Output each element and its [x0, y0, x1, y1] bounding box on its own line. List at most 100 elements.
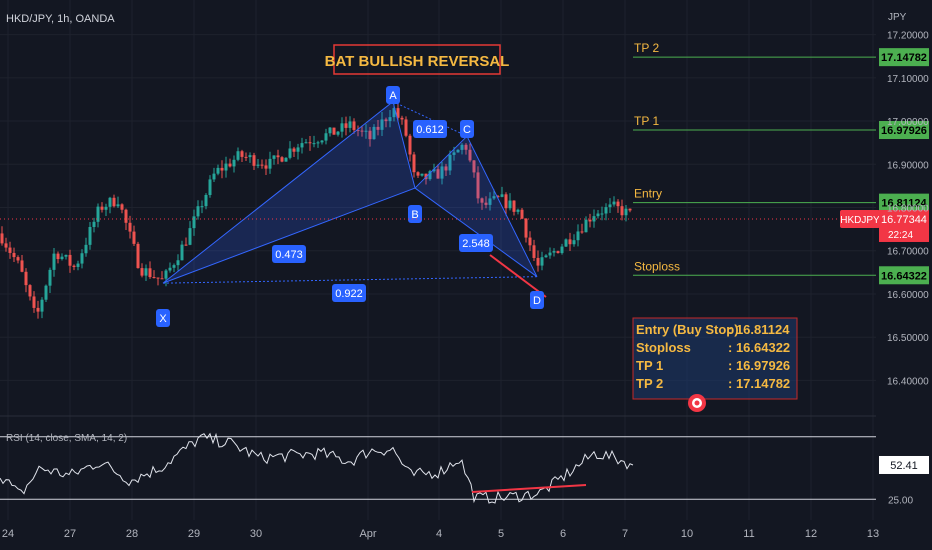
candle-body: [252, 155, 256, 166]
level-name: TP 1: [634, 114, 659, 128]
info-box-frame: [632, 317, 798, 400]
candle-body: [552, 251, 556, 253]
candle-body: [336, 131, 340, 135]
ratio-text: 0.922: [335, 288, 363, 300]
candle-body: [460, 144, 464, 150]
candle-body: [164, 270, 168, 279]
candle-body: [444, 166, 448, 171]
pattern-point-a: A: [386, 86, 400, 104]
pattern-point-c: C: [460, 120, 474, 138]
candle-body: [320, 140, 324, 143]
candle-body: [168, 267, 172, 271]
candle-body: [304, 142, 308, 144]
ratio-label: 0.922: [332, 284, 366, 302]
pattern-ac: [392, 101, 468, 137]
candle-body: [292, 148, 296, 152]
candle-body: [560, 246, 564, 254]
symbol-tag: [840, 209, 880, 228]
candle-body: [276, 155, 280, 158]
candle-body: [108, 197, 112, 207]
candle-body: [216, 167, 220, 174]
candle-body: [52, 253, 56, 270]
pattern-bcd: [414, 135, 538, 278]
level-tag: [879, 121, 929, 140]
current-price-tag: [879, 209, 929, 242]
y-tick-label: 16.90000: [887, 160, 929, 171]
candle-body: [576, 231, 580, 241]
candle-body: [300, 143, 304, 148]
harmonic-pattern: X A B C D 0.612 0.473 2.548 0.922: [156, 86, 547, 327]
rsi-label: RSI (14, close, SMA, 14, 2): [6, 433, 127, 444]
pattern-point-b: B: [408, 205, 422, 223]
candle-body: [132, 231, 136, 244]
candle-body: [388, 117, 392, 122]
candle-body: [620, 206, 624, 216]
point-badge: [530, 291, 544, 309]
rsi-divergence-line: [471, 484, 587, 493]
info-row-label: TP 2: [636, 376, 663, 391]
candle-body: [104, 206, 108, 210]
candle-body: [412, 154, 416, 173]
ratio-text: 0.473: [275, 249, 303, 261]
candle-body: [544, 255, 548, 258]
candle-body: [8, 247, 12, 253]
candle-body: [224, 163, 228, 171]
candle-body: [244, 156, 248, 158]
point-label: X: [159, 313, 167, 325]
candle-body: [624, 208, 628, 216]
ratio-badge: [332, 284, 366, 302]
candle-body: [348, 121, 352, 128]
point-label: B: [411, 209, 418, 221]
candle-body: [520, 209, 524, 219]
y-tick-label: 16.50000: [887, 333, 929, 344]
candle-body: [600, 213, 604, 215]
candle-body: [256, 164, 260, 166]
level-name: Stoploss: [634, 259, 680, 273]
x-tick-label: Apr: [359, 528, 376, 540]
candle-body: [160, 278, 164, 280]
candle-body: [360, 130, 364, 132]
ratio-text: 2.548: [462, 238, 490, 250]
candle-body: [616, 201, 620, 207]
candle-body: [92, 221, 96, 228]
candle-body: [384, 119, 388, 122]
level-value: 16.81124: [881, 198, 927, 210]
candle-body: [400, 117, 404, 120]
candle-body: [316, 142, 320, 144]
candle-body: [592, 216, 596, 222]
candle-body: [432, 169, 436, 172]
candle-body: [120, 204, 124, 210]
level-tp-1: TP 1 16.97926: [633, 114, 929, 140]
candle-body: [140, 268, 144, 276]
candle-body: [264, 165, 268, 169]
candle-body: [312, 143, 316, 145]
x-tick-label: 7: [622, 528, 628, 540]
pattern-point-x: X: [156, 309, 170, 327]
candle-body: [524, 218, 528, 238]
candle-body: [572, 240, 576, 245]
grid: [0, 0, 876, 520]
candle-body: [116, 204, 120, 207]
candle-body: [564, 239, 568, 247]
level-entry: Entry 16.81124: [633, 187, 929, 212]
level-name: TP 2: [634, 41, 659, 55]
candle-body: [428, 171, 432, 180]
ratio-badge: [272, 245, 306, 263]
candle-body: [100, 206, 104, 210]
alert-icon[interactable]: [688, 394, 706, 412]
candle-body: [340, 123, 344, 132]
candle-body: [532, 245, 536, 258]
levels: TP 2 17.14782 TP 1 16.97926 Entry 16.81124 Sto…: [0, 41, 929, 400]
candle-body: [492, 196, 496, 199]
candle-body: [368, 130, 372, 140]
candle-body: [136, 243, 140, 269]
candle-body: [200, 206, 204, 208]
candle-body: [604, 207, 608, 214]
x-tick-label: 29: [188, 528, 200, 540]
candle-body: [248, 155, 252, 158]
y-tick-label: 17.20000: [887, 31, 929, 42]
current-price-value: 16.77344: [881, 214, 927, 226]
candle-body: [196, 206, 200, 217]
point-badge: [386, 86, 400, 104]
